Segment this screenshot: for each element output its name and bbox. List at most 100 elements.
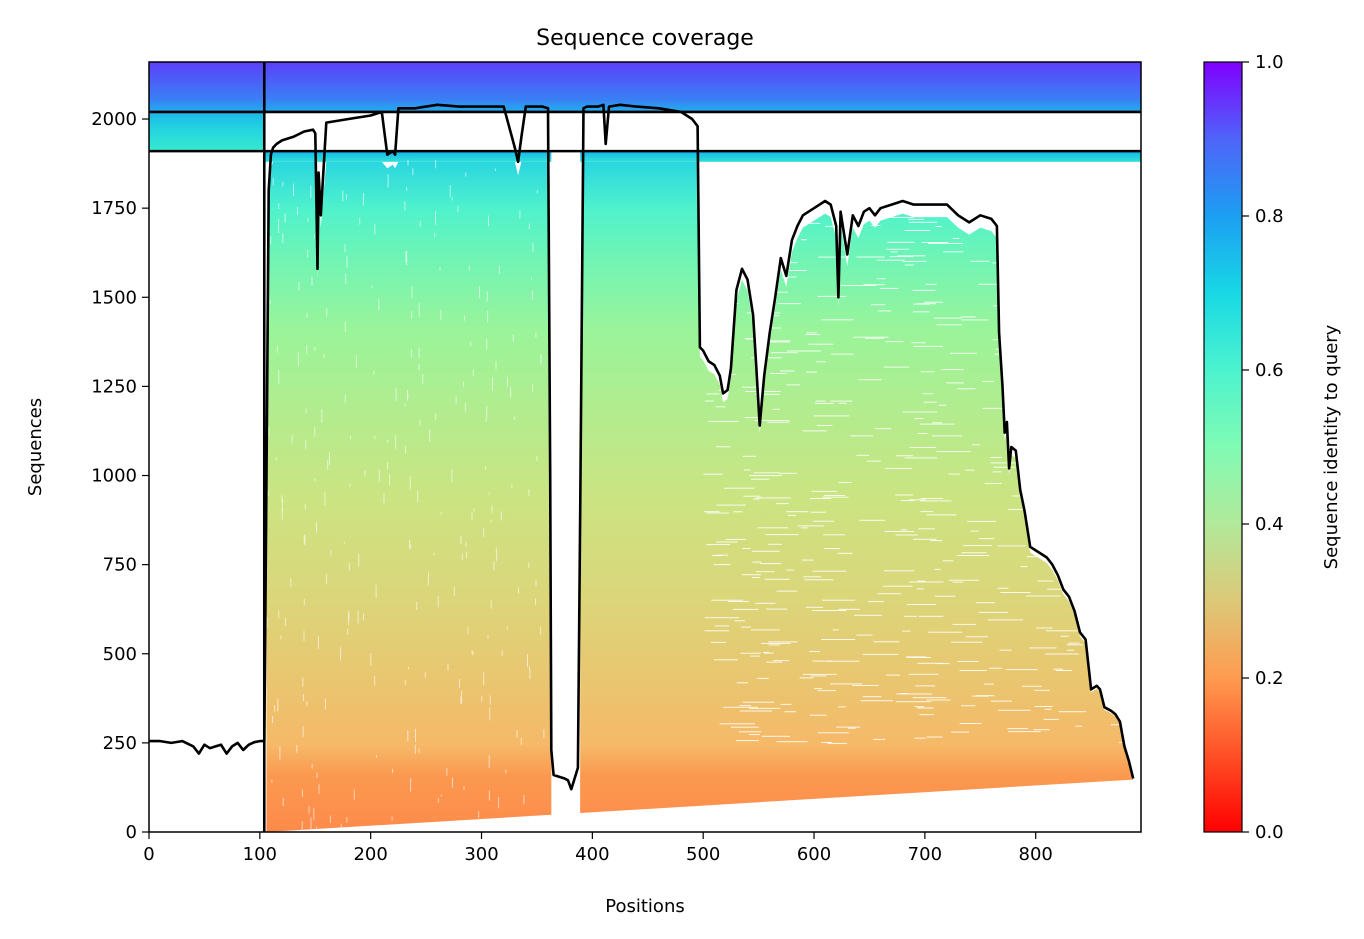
texture-mark <box>1005 669 1038 671</box>
texture-mark <box>307 217 309 222</box>
texture-mark <box>451 196 453 201</box>
texture-mark <box>422 374 424 384</box>
texture-mark <box>1010 319 1019 321</box>
texture-mark <box>992 339 1002 341</box>
texture-mark <box>440 512 442 515</box>
texture-mark <box>1132 487 1140 489</box>
texture-mark <box>764 578 790 580</box>
texture-mark <box>405 250 407 263</box>
texture-mark <box>471 512 473 520</box>
texture-mark <box>990 457 1002 458</box>
texture-mark <box>329 815 331 823</box>
texture-mark <box>407 666 409 670</box>
texture-mark <box>463 786 465 790</box>
texture-mark <box>999 649 1012 651</box>
texture-mark <box>821 639 856 640</box>
texture-mark <box>470 341 472 347</box>
texture-mark <box>753 472 780 474</box>
texture-mark <box>716 541 738 543</box>
texture-mark <box>809 714 827 716</box>
texture-mark <box>1081 499 1090 501</box>
coverage-region <box>266 161 1134 832</box>
texture-mark <box>461 690 463 704</box>
texture-mark <box>978 611 1008 613</box>
y-tick-label: 1000 <box>91 466 137 487</box>
texture-mark <box>786 384 800 386</box>
texture-mark <box>847 727 856 729</box>
texture-mark <box>816 361 826 363</box>
y-tick-label: 750 <box>103 555 137 576</box>
texture-mark <box>440 794 442 797</box>
texture-mark <box>838 482 852 483</box>
y-tick-label: 2000 <box>91 109 137 130</box>
texture-mark <box>325 574 327 584</box>
texture-mark <box>535 580 537 587</box>
texture-mark <box>960 316 976 318</box>
texture-mark <box>1037 580 1054 582</box>
y-tick-label: 250 <box>103 733 137 754</box>
texture-mark <box>487 635 489 639</box>
texture-mark <box>855 202 886 204</box>
texture-mark <box>491 504 493 513</box>
texture-mark <box>915 685 936 687</box>
texture-mark <box>349 483 351 487</box>
texture-mark <box>488 215 489 227</box>
texture-mark <box>464 402 466 412</box>
texture-mark <box>529 666 530 671</box>
texture-mark <box>303 534 305 543</box>
colorbar <box>1203 61 1243 833</box>
texture-mark <box>920 423 955 425</box>
texture-mark <box>883 585 913 587</box>
texture-mark <box>822 496 849 498</box>
texture-mark <box>437 797 439 803</box>
texture-mark <box>1003 395 1031 397</box>
texture-mark <box>756 497 791 499</box>
texture-mark <box>703 473 724 475</box>
coverage-line <box>149 103 1135 791</box>
texture-mark <box>282 181 284 187</box>
y-tick-label: 1500 <box>91 287 137 308</box>
texture-mark <box>738 231 752 233</box>
colorbar-tick-label: 1.0 <box>1255 52 1284 73</box>
texture-mark <box>487 310 489 323</box>
texture-mark <box>772 234 798 236</box>
texture-mark <box>346 255 348 268</box>
x-tick-label: 400 <box>575 844 609 865</box>
texture-mark <box>500 511 502 521</box>
texture-mark <box>926 197 933 198</box>
texture-mark <box>747 260 761 262</box>
texture-mark <box>486 291 488 302</box>
texture-mark <box>1099 451 1119 453</box>
texture-mark <box>1043 718 1059 720</box>
texture-mark <box>418 748 420 753</box>
texture-mark <box>303 630 305 642</box>
texture-mark <box>346 817 348 823</box>
texture-mark <box>704 617 739 619</box>
texture-mark <box>749 707 780 709</box>
texture-mark <box>278 610 280 619</box>
texture-mark <box>917 580 925 582</box>
texture-mark <box>911 342 926 344</box>
texture-mark <box>344 395 346 404</box>
texture-mark <box>763 651 769 653</box>
texture-mark <box>340 823 342 832</box>
texture-mark <box>1031 281 1060 283</box>
texture-mark <box>757 527 789 529</box>
texture-mark <box>715 554 728 556</box>
texture-mark <box>1047 237 1071 239</box>
texture-mark <box>311 764 313 769</box>
texture-mark <box>459 679 461 688</box>
texture-mark <box>404 445 406 454</box>
texture-mark <box>424 671 426 678</box>
texture-mark <box>713 564 731 566</box>
texture-mark <box>1104 635 1119 637</box>
texture-mark <box>486 339 488 350</box>
texture-mark <box>913 303 931 305</box>
texture-mark <box>963 545 993 547</box>
texture-mark <box>975 602 996 604</box>
texture-mark <box>809 222 821 224</box>
texture-mark <box>1126 301 1141 303</box>
texture-mark <box>914 706 925 708</box>
texture-mark <box>914 737 926 739</box>
texture-mark <box>812 520 835 522</box>
